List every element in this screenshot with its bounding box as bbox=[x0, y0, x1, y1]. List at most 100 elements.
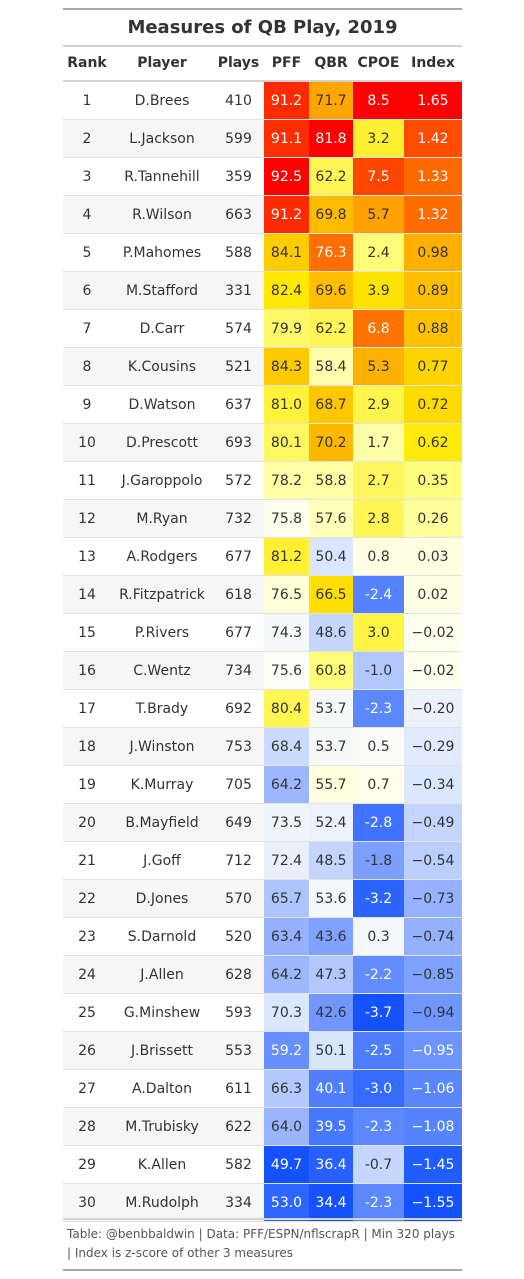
cell-index: 0.98 bbox=[404, 233, 462, 272]
table-row: 1 D.Brees 410 91.2 71.7 8.5 1.65 bbox=[63, 81, 462, 120]
cell-rank: 13 bbox=[63, 537, 111, 576]
cell-index: −0.34 bbox=[404, 765, 462, 804]
table-row: 10 D.Prescott 693 80.1 70.2 1.7 0.62 bbox=[63, 423, 462, 462]
table-row: 7 D.Carr 574 79.9 62.2 6.8 0.88 bbox=[63, 309, 462, 348]
cell-rank: 26 bbox=[63, 1031, 111, 1070]
cell-index: 1.32 bbox=[404, 195, 462, 234]
cell-plays: 734 bbox=[213, 651, 264, 690]
cell-rank: 14 bbox=[63, 575, 111, 614]
cell-player: M.Ryan bbox=[111, 499, 213, 538]
cell-rank: 24 bbox=[63, 955, 111, 994]
cell-plays: 663 bbox=[213, 195, 264, 234]
cell-pff: 75.6 bbox=[264, 651, 309, 690]
cell-rank: 23 bbox=[63, 917, 111, 956]
cell-index: 1.65 bbox=[404, 81, 462, 120]
cell-qbr: 39.5 bbox=[309, 1107, 353, 1146]
col-header-pff: PFF bbox=[264, 46, 309, 82]
table-row: 22 D.Jones 570 65.7 53.6 -3.2 −0.73 bbox=[63, 879, 462, 918]
cell-plays: 553 bbox=[213, 1031, 264, 1070]
cell-plays: 693 bbox=[213, 423, 264, 462]
table-row: 21 J.Goff 712 72.4 48.5 -1.8 −0.54 bbox=[63, 841, 462, 880]
cell-pff: 59.2 bbox=[264, 1031, 309, 1070]
cell-qbr: 58.8 bbox=[309, 461, 353, 500]
cell-pff: 91.2 bbox=[264, 81, 309, 120]
cell-qbr: 42.6 bbox=[309, 993, 353, 1032]
cell-rank: 4 bbox=[63, 195, 111, 234]
cell-plays: 588 bbox=[213, 233, 264, 272]
cell-rank: 25 bbox=[63, 993, 111, 1032]
cell-cpoe: -2.8 bbox=[353, 803, 404, 842]
cell-plays: 712 bbox=[213, 841, 264, 880]
cell-index: −0.95 bbox=[404, 1031, 462, 1070]
cell-rank: 28 bbox=[63, 1107, 111, 1146]
cell-qbr: 69.6 bbox=[309, 271, 353, 310]
cell-plays: 574 bbox=[213, 309, 264, 348]
cell-rank: 17 bbox=[63, 689, 111, 728]
cell-index: 0.35 bbox=[404, 461, 462, 500]
cell-cpoe: 3.0 bbox=[353, 613, 404, 652]
cell-cpoe: 2.9 bbox=[353, 385, 404, 424]
cell-pff: 76.5 bbox=[264, 575, 309, 614]
cell-player: R.Tannehill bbox=[111, 157, 213, 196]
cell-player: S.Darnold bbox=[111, 917, 213, 956]
cell-qbr: 53.7 bbox=[309, 727, 353, 766]
cell-index: −0.20 bbox=[404, 689, 462, 728]
cell-qbr: 36.4 bbox=[309, 1145, 353, 1184]
table-row: 13 A.Rodgers 677 81.2 50.4 0.8 0.03 bbox=[63, 537, 462, 576]
cell-rank: 3 bbox=[63, 157, 111, 196]
table-footnote: Table: @benbbaldwin | Data: PFF/ESPN/nfl… bbox=[67, 1227, 455, 1260]
cell-player: L.Jackson bbox=[111, 119, 213, 158]
table-row: 19 K.Murray 705 64.2 55.7 0.7 −0.34 bbox=[63, 765, 462, 804]
cell-player: C.Wentz bbox=[111, 651, 213, 690]
cell-player: J.Allen bbox=[111, 955, 213, 994]
cell-rank: 20 bbox=[63, 803, 111, 842]
table-row: 11 J.Garoppolo 572 78.2 58.8 2.7 0.35 bbox=[63, 461, 462, 500]
header-row: Rank Player Plays PFF QBR CPOE Index bbox=[63, 46, 462, 82]
table-row: 29 K.Allen 582 49.7 36.4 -0.7 −1.45 bbox=[63, 1145, 462, 1184]
cell-rank: 10 bbox=[63, 423, 111, 462]
cell-player: K.Cousins bbox=[111, 347, 213, 386]
cell-player: B.Mayfield bbox=[111, 803, 213, 842]
cell-cpoe: -2.3 bbox=[353, 1107, 404, 1146]
cell-player: M.Stafford bbox=[111, 271, 213, 310]
cell-cpoe: 3.2 bbox=[353, 119, 404, 158]
cell-player: J.Brissett bbox=[111, 1031, 213, 1070]
cell-rank: 16 bbox=[63, 651, 111, 690]
cell-pff: 64.2 bbox=[264, 765, 309, 804]
cell-index: 0.89 bbox=[404, 271, 462, 310]
cell-plays: 705 bbox=[213, 765, 264, 804]
cell-qbr: 50.1 bbox=[309, 1031, 353, 1070]
cell-rank: 30 bbox=[63, 1183, 111, 1222]
cell-cpoe: 2.4 bbox=[353, 233, 404, 272]
cell-qbr: 58.4 bbox=[309, 347, 353, 386]
cell-qbr: 55.7 bbox=[309, 765, 353, 804]
cell-cpoe: 0.3 bbox=[353, 917, 404, 956]
cell-index: −1.55 bbox=[404, 1183, 462, 1222]
cell-index: 0.02 bbox=[404, 575, 462, 614]
cell-plays: 521 bbox=[213, 347, 264, 386]
cell-pff: 80.4 bbox=[264, 689, 309, 728]
cell-cpoe: -1.0 bbox=[353, 651, 404, 690]
cell-player: D.Prescott bbox=[111, 423, 213, 462]
cell-plays: 622 bbox=[213, 1107, 264, 1146]
cell-player: K.Murray bbox=[111, 765, 213, 804]
cell-rank: 2 bbox=[63, 119, 111, 158]
cell-index: 1.33 bbox=[404, 157, 462, 196]
table-row: 14 R.Fitzpatrick 618 76.5 66.5 -2.4 0.02 bbox=[63, 575, 462, 614]
cell-qbr: 48.6 bbox=[309, 613, 353, 652]
cell-qbr: 70.2 bbox=[309, 423, 353, 462]
cell-player: J.Goff bbox=[111, 841, 213, 880]
cell-index: −0.49 bbox=[404, 803, 462, 842]
table-row: 12 M.Ryan 732 75.8 57.6 2.8 0.26 bbox=[63, 499, 462, 538]
col-header-rank: Rank bbox=[63, 46, 111, 82]
table-row: 18 J.Winston 753 68.4 53.7 0.5 −0.29 bbox=[63, 727, 462, 766]
cell-pff: 63.4 bbox=[264, 917, 309, 956]
cell-plays: 334 bbox=[213, 1183, 264, 1222]
table-row: 6 M.Stafford 331 82.4 69.6 3.9 0.89 bbox=[63, 271, 462, 310]
cell-player: R.Fitzpatrick bbox=[111, 575, 213, 614]
cell-cpoe: 2.7 bbox=[353, 461, 404, 500]
cell-index: −0.02 bbox=[404, 613, 462, 652]
cell-qbr: 48.5 bbox=[309, 841, 353, 880]
cell-qbr: 50.4 bbox=[309, 537, 353, 576]
cell-rank: 8 bbox=[63, 347, 111, 386]
